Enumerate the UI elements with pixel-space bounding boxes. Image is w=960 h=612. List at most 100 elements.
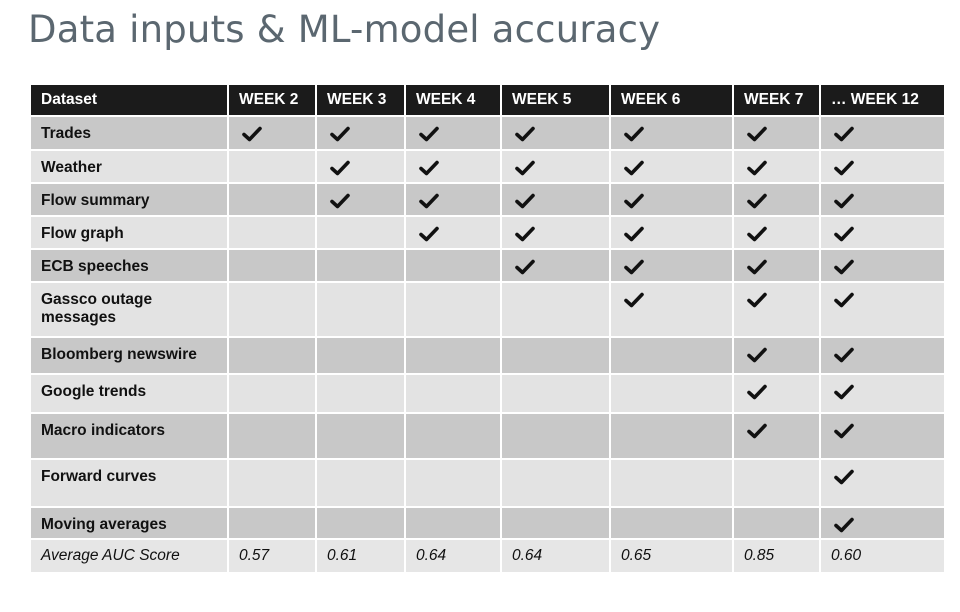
dataset-label: Macro indicators [29, 412, 229, 460]
column-header-dataset: Dataset [29, 83, 229, 117]
table-cell [227, 458, 317, 508]
table-cell [315, 115, 406, 151]
table-cell [500, 506, 611, 540]
dataset-label: ECB speeches [29, 248, 229, 283]
checkmark-icon [624, 226, 644, 242]
table-cell [227, 373, 317, 414]
checkmark-icon [834, 384, 854, 400]
dataset-label: Flow summary [29, 182, 229, 217]
table-cell [732, 115, 821, 151]
table-body: Trades Weather Flow summary Flow graph ECB s… [29, 115, 946, 574]
table-cell [609, 412, 734, 460]
checkmark-icon [834, 517, 854, 533]
data-inputs-table: Dataset WEEK 2 WEEK 3 WEEK 4 WEEK 5 WEEK… [29, 83, 946, 574]
table-row-ecb-speeches: ECB speeches [29, 248, 946, 283]
checkmark-icon [834, 423, 854, 439]
checkmark-icon [834, 347, 854, 363]
table-cell [819, 506, 946, 540]
table-cell [500, 115, 611, 151]
table-cell [404, 248, 502, 283]
checkmark-icon [834, 193, 854, 209]
table-cell [315, 373, 406, 414]
table-cell [732, 149, 821, 184]
checkmark-icon [747, 226, 767, 242]
column-header-week-12: … WEEK 12 [819, 83, 946, 117]
table-cell [819, 182, 946, 217]
table-cell [227, 182, 317, 217]
table-cell [819, 115, 946, 151]
header-row: Dataset WEEK 2 WEEK 3 WEEK 4 WEEK 5 WEEK… [29, 83, 946, 117]
checkmark-icon [515, 160, 535, 176]
table-cell [315, 506, 406, 540]
checkmark-icon [624, 160, 644, 176]
auc-score-value: 0.61 [315, 538, 406, 574]
table-cell [404, 281, 502, 338]
checkmark-icon [242, 126, 262, 142]
table-cell [315, 458, 406, 508]
table-cell [732, 373, 821, 414]
page-title: Data inputs & ML-model accuracy [28, 8, 661, 51]
checkmark-icon [419, 126, 439, 142]
checkmark-icon [330, 160, 350, 176]
table-cell [819, 281, 946, 338]
checkmark-icon [747, 126, 767, 142]
table-cell [227, 248, 317, 283]
table-cell [227, 149, 317, 184]
table-cell [732, 248, 821, 283]
table-cell [609, 336, 734, 375]
checkmark-icon [747, 160, 767, 176]
checkmark-icon [747, 259, 767, 275]
table-cell [404, 336, 502, 375]
table-cell [609, 281, 734, 338]
table-cell [315, 182, 406, 217]
table-row-gassco-outage-messages: Gassco outage messages [29, 281, 946, 338]
table-cell [315, 412, 406, 460]
dataset-label: Weather [29, 149, 229, 184]
table-cell [227, 412, 317, 460]
checkmark-icon [834, 259, 854, 275]
table-cell [819, 412, 946, 460]
table-cell [500, 458, 611, 508]
column-header-week-5: WEEK 5 [500, 83, 611, 117]
table-cell [609, 248, 734, 283]
table-cell [315, 215, 406, 250]
table-cell [732, 182, 821, 217]
auc-score-value: 0.64 [404, 538, 502, 574]
table-cell [500, 336, 611, 375]
table-cell [404, 506, 502, 540]
auc-score-value: 0.60 [819, 538, 946, 574]
checkmark-icon [330, 126, 350, 142]
dataset-label: Moving averages [29, 506, 229, 540]
dataset-label: Trades [29, 115, 229, 151]
dataset-label: Flow graph [29, 215, 229, 250]
auc-score-value: 0.64 [500, 538, 611, 574]
auc-score-label: Average AUC Score [29, 538, 229, 574]
table-cell [819, 458, 946, 508]
checkmark-icon [834, 160, 854, 176]
table-cell [500, 215, 611, 250]
checkmark-icon [624, 126, 644, 142]
table-cell [227, 215, 317, 250]
checkmark-icon [747, 347, 767, 363]
checkmark-icon [747, 292, 767, 308]
table-cell [500, 412, 611, 460]
table-cell [732, 458, 821, 508]
checkmark-icon [624, 259, 644, 275]
table-row-google-trends: Google trends [29, 373, 946, 414]
checkmark-icon [747, 384, 767, 400]
table-cell [609, 458, 734, 508]
table-cell [227, 281, 317, 338]
checkmark-icon [747, 423, 767, 439]
table-cell [819, 149, 946, 184]
table-cell [227, 115, 317, 151]
table-row-weather: Weather [29, 149, 946, 184]
column-header-week-3: WEEK 3 [315, 83, 406, 117]
checkmark-icon [515, 259, 535, 275]
table-cell [315, 149, 406, 184]
checkmark-icon [624, 292, 644, 308]
dataset-label: Gassco outage messages [29, 281, 229, 338]
column-header-week-2: WEEK 2 [227, 83, 317, 117]
dataset-label: Google trends [29, 373, 229, 414]
checkmark-icon [834, 469, 854, 485]
table-row-forward-curves: Forward curves [29, 458, 946, 508]
